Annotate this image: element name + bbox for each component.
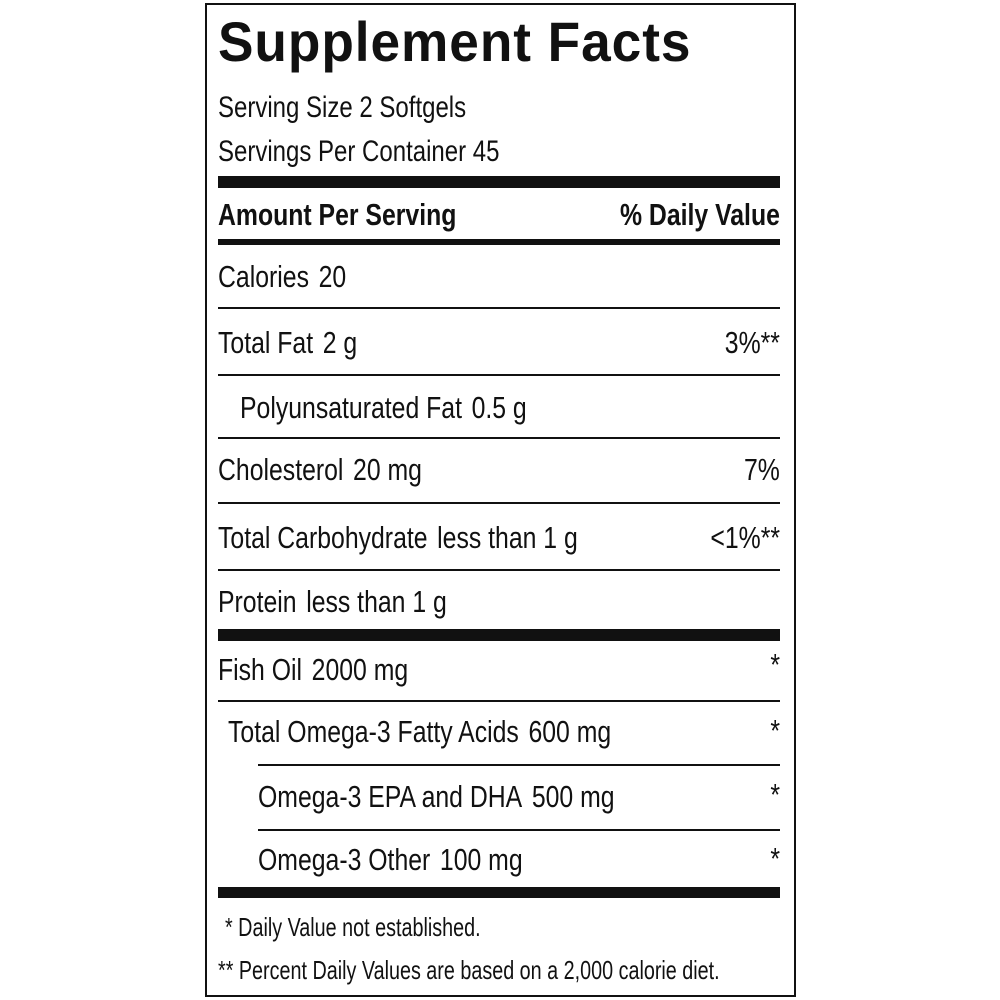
row-label: Cholesterol bbox=[218, 452, 344, 487]
rule bbox=[258, 829, 780, 831]
row-label: Polyunsaturated Fat bbox=[240, 390, 462, 425]
header-amount: Amount Per Serving bbox=[218, 197, 457, 232]
row-daily-value: * bbox=[770, 777, 780, 812]
row-label: Protein bbox=[218, 584, 297, 619]
medium-rule bbox=[218, 239, 780, 245]
row-amount: 20 mg bbox=[353, 452, 422, 487]
row-daily-value: <1%** bbox=[710, 520, 780, 555]
row-amount: 2 g bbox=[322, 325, 358, 360]
row: Total Fat 2 g bbox=[218, 326, 357, 360]
header-daily-value: % Daily Value bbox=[620, 197, 780, 232]
row-daily-value: * bbox=[770, 713, 780, 748]
footnote: * Daily Value not established. bbox=[225, 912, 481, 942]
row-amount: 20 bbox=[318, 259, 347, 294]
row-amount: 2000 mg bbox=[311, 652, 409, 687]
row-label: Total Fat bbox=[218, 325, 314, 360]
row-label: Fish Oil bbox=[218, 652, 303, 687]
rule bbox=[218, 307, 780, 309]
thick-rule bbox=[218, 887, 780, 898]
title: Supplement Facts bbox=[218, 10, 692, 73]
row: Protein less than 1 g bbox=[218, 585, 447, 619]
servings-per-container: Servings Per Container 45 bbox=[218, 135, 500, 168]
row-label: Total Omega-3 Fatty Acids bbox=[228, 714, 519, 749]
row: Calories 20 bbox=[218, 260, 346, 294]
row-amount: less than 1 g bbox=[437, 520, 578, 555]
serving-size: Serving Size 2 Softgels bbox=[218, 91, 467, 124]
thick-rule bbox=[218, 629, 780, 641]
row: Fish Oil 2000 mg bbox=[218, 653, 408, 687]
row: Omega-3 EPA and DHA 500 mg bbox=[258, 780, 615, 814]
row-amount: less than 1 g bbox=[306, 584, 447, 619]
rule bbox=[218, 700, 780, 702]
row-daily-value: 7% bbox=[744, 452, 780, 487]
row-amount: 100 mg bbox=[439, 842, 523, 877]
label-frame bbox=[205, 3, 796, 997]
row-label: Total Carbohydrate bbox=[218, 520, 428, 555]
footnote: ** Percent Daily Values are based on a 2… bbox=[218, 955, 720, 985]
rule bbox=[258, 764, 780, 766]
row: Polyunsaturated Fat 0.5 g bbox=[240, 391, 527, 425]
row-label: Omega-3 EPA and DHA bbox=[258, 779, 523, 814]
row-daily-value: * bbox=[770, 841, 780, 876]
thick-rule bbox=[218, 176, 780, 188]
rule bbox=[218, 569, 780, 571]
rule bbox=[218, 374, 780, 376]
row-label: Calories bbox=[218, 259, 309, 294]
row-daily-value: 3%** bbox=[724, 325, 780, 360]
row-daily-value: * bbox=[770, 647, 780, 682]
row-amount: 0.5 g bbox=[471, 390, 527, 425]
row-label: Omega-3 Other bbox=[258, 842, 431, 877]
row-amount: 600 mg bbox=[528, 714, 612, 749]
rule bbox=[218, 502, 780, 504]
row-amount: 500 mg bbox=[531, 779, 615, 814]
row: Total Omega-3 Fatty Acids 600 mg bbox=[228, 715, 611, 749]
row: Cholesterol 20 mg bbox=[218, 453, 422, 487]
row: Total Carbohydrate less than 1 g bbox=[218, 521, 578, 555]
row: Omega-3 Other 100 mg bbox=[258, 843, 523, 877]
rule bbox=[218, 437, 780, 439]
